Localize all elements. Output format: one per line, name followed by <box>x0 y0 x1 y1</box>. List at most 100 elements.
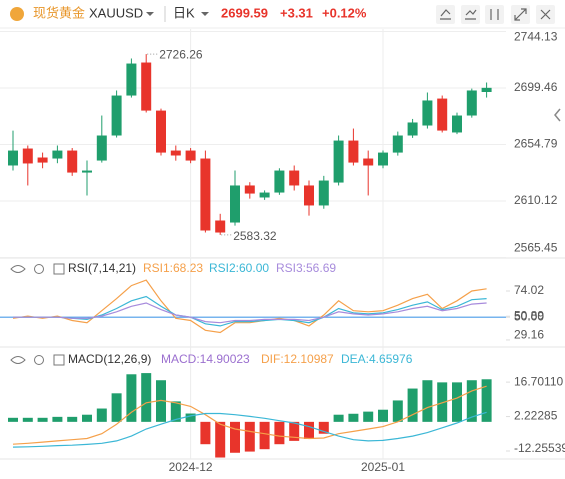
period[interactable]: 日K <box>173 5 195 20</box>
legend-entry: RSI2:60.00 <box>209 261 269 275</box>
macd-bar <box>244 421 255 452</box>
candle-body <box>230 185 240 223</box>
candle-body <box>82 170 92 173</box>
macd-bar <box>22 417 33 422</box>
toolbar <box>436 5 555 24</box>
y-tick-label: 50.00 <box>514 309 544 323</box>
candle-body <box>274 170 285 193</box>
macd-bar <box>318 421 329 434</box>
macd-bar <box>274 421 285 445</box>
instrument-symbol[interactable]: XAUUSD <box>89 5 143 20</box>
symbol-dropdown[interactable] <box>146 12 154 16</box>
legend-entry: MACD:14.90023 <box>161 352 250 366</box>
legend-entry: RSI3:56.69 <box>276 261 336 275</box>
x-tick-label: 2025-01 <box>361 460 405 474</box>
y-tick-label: 2654.79 <box>514 137 558 151</box>
legend-entry: RSI1:68.23 <box>143 261 203 275</box>
indicator-button[interactable] <box>461 5 480 24</box>
macd-bar <box>378 409 388 422</box>
macd-bar <box>452 382 462 422</box>
close-icon <box>540 9 551 20</box>
candle-body <box>215 220 226 233</box>
y-tick-label: 2699.46 <box>514 80 558 94</box>
draw-button[interactable] <box>436 5 455 24</box>
legend-entry: DEA:4.65976 <box>341 352 413 366</box>
indicator-title: RSI(7,14,21) <box>68 261 136 275</box>
last-price: 2699.59 <box>221 5 268 20</box>
panel: 16.70110 2.22285 -12.25539 MACD(12,26,9) MAC… <box>8 352 565 458</box>
macd-bar <box>170 401 181 422</box>
indicator-icon <box>465 9 477 20</box>
macd-bar <box>111 393 122 422</box>
period-dropdown[interactable] <box>201 12 209 16</box>
min-label: 2583.32 <box>233 229 277 243</box>
settings-icon[interactable] <box>34 355 44 365</box>
y-tick-label: 16.70110 <box>514 374 563 388</box>
candle-body <box>378 152 388 166</box>
y-tick-label: 2744.13 <box>514 30 558 44</box>
y-tick-label: 2610.12 <box>514 193 558 207</box>
panel: 2744.13 2699.46 2654.79 2610.12 2565.45 2726.… <box>0 30 558 258</box>
candle-body <box>8 150 18 166</box>
macd-bar <box>141 373 152 422</box>
indicator-icon[interactable] <box>53 354 65 366</box>
candle-body <box>481 87 492 92</box>
y-tick-label: 2565.45 <box>514 241 558 255</box>
macd-bar <box>304 421 314 439</box>
candle-body <box>392 135 403 153</box>
candle-body <box>333 140 344 183</box>
macd-bar <box>156 380 166 422</box>
gold-icon <box>10 7 24 21</box>
macd-bar <box>126 374 137 422</box>
y-tick-label: 29.16 <box>514 328 544 342</box>
settings-icon[interactable] <box>34 264 44 274</box>
macd-bar <box>392 400 403 422</box>
price-change: +3.31 <box>280 5 313 20</box>
candle-body <box>318 180 329 206</box>
indicator-icon[interactable] <box>53 263 65 275</box>
candle-body <box>437 98 448 131</box>
indicator-line <box>12 411 487 448</box>
candle-body <box>126 63 137 96</box>
macd-bar <box>96 408 107 422</box>
candle-body <box>259 192 270 198</box>
macd-bar <box>259 421 270 450</box>
macd-bar <box>230 421 240 453</box>
macd-bar <box>333 414 344 422</box>
y-tick-label: 2.22285 <box>514 409 558 423</box>
candle-body <box>185 150 196 161</box>
macd-bar <box>185 413 196 422</box>
macd-bar <box>466 380 477 422</box>
candle-body <box>22 148 33 164</box>
macd-bar <box>37 417 48 422</box>
candle-body <box>52 150 63 159</box>
candle-body <box>422 100 433 126</box>
macd-bar <box>289 421 300 441</box>
instrument-name[interactable]: 现货黄金 <box>33 5 85 20</box>
candle-body <box>407 122 418 136</box>
indicator-title: MACD(12,26,9) <box>68 352 151 366</box>
macd-bar <box>82 414 92 422</box>
candle-body <box>96 135 107 161</box>
visibility-icon[interactable] <box>10 356 26 364</box>
visibility-icon[interactable] <box>10 265 26 273</box>
candle-body <box>37 157 48 163</box>
macd-bar <box>67 416 78 422</box>
collapse-arrow[interactable] <box>554 108 561 122</box>
macd-bar <box>481 379 492 422</box>
candle-button[interactable] <box>485 5 504 24</box>
indicator-line <box>12 279 487 334</box>
y-tick-label: 74.02 <box>514 283 544 297</box>
candle-body <box>156 110 166 153</box>
candle-body <box>67 150 78 173</box>
x-tick-label: 2024-12 <box>169 460 213 474</box>
candle-body <box>363 158 374 166</box>
candle-body <box>111 95 122 136</box>
macd-bar <box>363 411 374 422</box>
macd-bar <box>348 413 359 422</box>
draw-icon <box>440 9 451 20</box>
